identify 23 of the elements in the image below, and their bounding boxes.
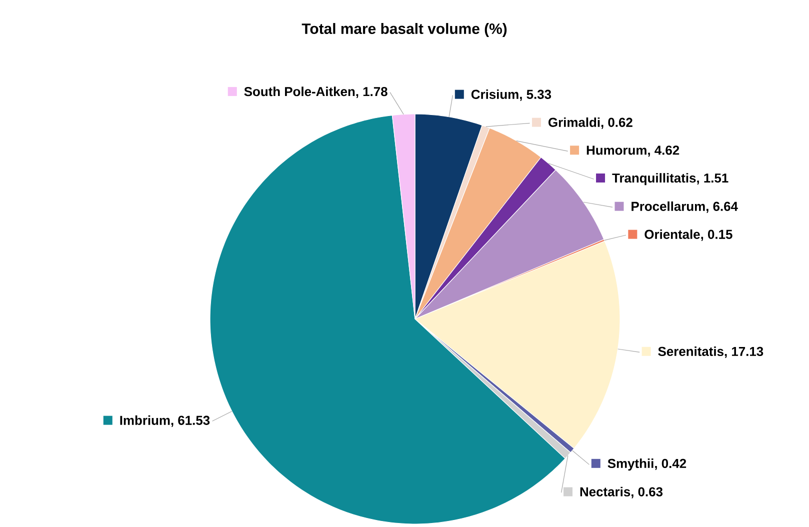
legend-label: Serenitatis: [658, 346, 724, 356]
chart-title: Total mare basalt volume (%): [302, 23, 507, 37]
data-label: , 0.15: [701, 230, 732, 241]
legend-label: Tranquillitatis: [612, 173, 696, 186]
data-label: , 0.63: [631, 487, 663, 498]
data-label: , 5.33: [520, 90, 552, 101]
data-label: , 4.62: [648, 146, 680, 157]
legend-label: Humorum: [586, 146, 646, 155]
data-label: , 1.78: [356, 86, 388, 98]
legend-label: Imbrium: [120, 415, 170, 425]
data-label: , 1.51: [697, 174, 728, 184]
data-label: , 0.62: [601, 118, 632, 129]
legend-label: Nectaris: [580, 486, 630, 496]
data-label: , 6.64: [706, 202, 738, 213]
legend-label: Crisium: [471, 89, 518, 99]
legend-label: Smythii: [608, 458, 654, 471]
data-label: , 17.13: [724, 346, 764, 358]
data-label: , 61.53: [171, 416, 210, 427]
legend-label: Grimaldi: [548, 117, 600, 127]
legend-label: Procellarum: [632, 201, 705, 211]
legend-label: South Pole-Aitken: [244, 86, 355, 96]
data-label: , 0.42: [655, 458, 686, 470]
legend-label: Orientale: [644, 229, 700, 239]
